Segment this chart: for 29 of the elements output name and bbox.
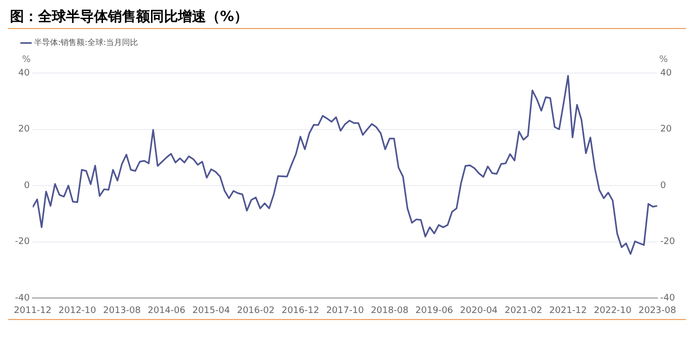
x-tick-label: 2012-10 — [58, 306, 96, 316]
x-tick-label: 2023-08 — [638, 306, 676, 316]
x-tick-label: 2020-04 — [460, 306, 498, 316]
x-tick-label: 2018-08 — [370, 306, 409, 316]
y-tick-label: 20 — [18, 124, 30, 135]
x-tick-label: 2013-08 — [103, 306, 141, 316]
x-tick-label: 2022-10 — [594, 306, 632, 316]
x-tick-label: 2021-12 — [549, 306, 587, 316]
y-tick-label: -20 — [14, 237, 30, 248]
y-tick-label: -40 — [14, 294, 30, 304]
y2-tick-label: 20 — [660, 124, 672, 135]
y-tick-label: 40 — [18, 68, 30, 78]
chart-title: 图：全球半导体销售额同比增速（%） — [8, 8, 686, 29]
y2-tick-label: -40 — [660, 294, 676, 304]
x-tick-label: 2016-02 — [236, 306, 275, 316]
y2-tick-label: -20 — [660, 237, 676, 248]
x-tick-label: 2019-06 — [415, 306, 454, 316]
x-tick-label: 2011-12 — [14, 306, 52, 316]
y-tick-label: 0 — [24, 180, 30, 191]
y2-tick-label: 40 — [660, 68, 672, 78]
x-tick-label: 2015-04 — [192, 306, 230, 316]
x-tick-label: 2021-02 — [504, 306, 542, 316]
x-tick-label: 2016-12 — [282, 306, 320, 316]
x-tick-label: 2017-10 — [326, 306, 364, 316]
x-tick-label: 2014-06 — [148, 306, 186, 316]
legend-label: 半导体:销售额:全球:当月同比 — [34, 38, 138, 48]
y2-tick-label: 0 — [660, 180, 666, 191]
y2-axis-title: % — [659, 54, 668, 65]
y-axis-title: % — [22, 54, 32, 65]
